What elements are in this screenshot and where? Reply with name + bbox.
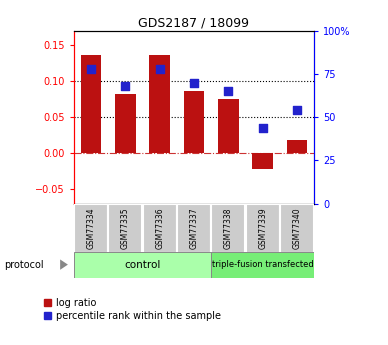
Text: GSM77340: GSM77340: [293, 208, 301, 249]
Point: [88, 66, 94, 72]
Text: triple-fusion transfected: triple-fusion transfected: [212, 260, 314, 269]
Bar: [115, 94, 135, 153]
Bar: [74, 204, 108, 253]
Point: [225, 89, 232, 94]
Text: GSM77336: GSM77336: [155, 208, 164, 249]
Bar: [184, 91, 204, 153]
Bar: [74, 252, 211, 278]
Text: GSM77335: GSM77335: [121, 208, 130, 249]
Bar: [280, 204, 314, 253]
Bar: [253, 153, 273, 169]
Bar: [287, 140, 307, 153]
Point: [191, 80, 197, 86]
Bar: [177, 204, 211, 253]
Text: protocol: protocol: [4, 260, 43, 269]
Bar: [246, 204, 280, 253]
Bar: [149, 55, 170, 153]
Point: [122, 83, 128, 89]
Bar: [143, 204, 177, 253]
Point: [294, 108, 300, 113]
Bar: [108, 204, 142, 253]
Bar: [81, 55, 101, 153]
Text: GSM77339: GSM77339: [258, 208, 267, 249]
Point: [156, 66, 163, 72]
Point: [260, 125, 266, 130]
Text: GSM77334: GSM77334: [87, 208, 95, 249]
Bar: [211, 204, 245, 253]
Bar: [211, 252, 314, 278]
Text: control: control: [124, 260, 161, 270]
Title: GDS2187 / 18099: GDS2187 / 18099: [139, 17, 249, 30]
Bar: [218, 99, 239, 153]
Legend: log ratio, percentile rank within the sample: log ratio, percentile rank within the sa…: [44, 298, 221, 321]
Text: GSM77337: GSM77337: [189, 208, 199, 249]
Text: GSM77338: GSM77338: [224, 208, 233, 249]
